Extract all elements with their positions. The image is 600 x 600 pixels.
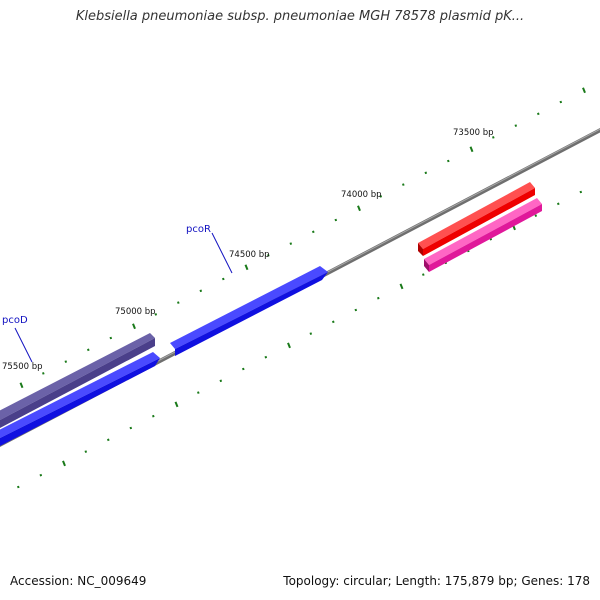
minor-tick (84, 450, 88, 453)
minor-tick (312, 230, 315, 234)
minor-tick (354, 308, 358, 312)
minor-tick (447, 159, 450, 163)
accession-text: Accession: NC_009649 (10, 574, 147, 588)
gene-label-pcoR[interactable]: pcoR (186, 224, 211, 235)
gene-label-pcoD[interactable]: pcoD (2, 315, 28, 326)
pcoR-leader-line (211, 232, 233, 274)
major-tick (357, 205, 361, 212)
minor-tick (534, 214, 538, 217)
inner-tick-track (17, 190, 583, 489)
minor-tick (377, 296, 380, 300)
tick-label: 74500 bp (229, 250, 270, 260)
minor-tick (559, 100, 563, 104)
major-tick (287, 342, 291, 349)
minor-tick (129, 426, 133, 430)
map-title: Klebsiella pneumoniae subsp. pneumoniae … (75, 9, 525, 24)
major-tick (399, 283, 404, 290)
minor-tick (267, 254, 270, 257)
gene-unnamed-reverse-red[interactable] (418, 182, 535, 256)
major-tick (174, 401, 179, 408)
minor-tick (422, 273, 425, 276)
minor-tick (177, 301, 180, 304)
minor-tick (42, 372, 45, 375)
minor-tick (199, 289, 203, 293)
minor-tick (152, 414, 155, 418)
minor-tick (492, 136, 495, 139)
minor-tick (264, 355, 268, 359)
tick-label: 73500 bp (453, 128, 494, 138)
minor-tick (309, 332, 313, 335)
topology-summary: Topology: circular; Length: 175,879 bp; … (283, 574, 590, 588)
tick-label: 75500 bp (2, 362, 43, 372)
major-tick (582, 87, 586, 94)
minor-tick (424, 171, 428, 175)
minor-tick (17, 485, 20, 489)
minor-tick (222, 277, 225, 281)
minor-tick (579, 190, 583, 194)
gene-unnamed-reverse-pink[interactable] (424, 198, 542, 272)
gene-pcoR[interactable] (170, 266, 328, 356)
minor-tick (402, 183, 405, 186)
minor-tick (219, 379, 223, 383)
minor-tick (332, 320, 335, 324)
major-tick (132, 323, 136, 330)
major-tick (62, 460, 66, 467)
major-tick (244, 264, 249, 271)
minor-tick (537, 112, 540, 116)
minor-tick (514, 124, 518, 127)
outer-tick-track: 73500 bp 74000 bp 74500 bp 75000 bp 75500 bp (2, 87, 586, 389)
pcoD-leader-line (14, 327, 33, 363)
minor-tick (379, 195, 383, 198)
minor-tick (334, 218, 338, 222)
gene-pcoD[interactable] (0, 333, 155, 428)
major-tick (469, 146, 474, 153)
tick-label: 74000 bp (341, 190, 382, 200)
minor-tick (87, 348, 90, 352)
minor-tick (109, 336, 113, 340)
minor-tick (64, 360, 68, 363)
tick-label: 75000 bp (115, 307, 156, 317)
major-tick (19, 382, 24, 389)
minor-tick (289, 242, 293, 245)
minor-tick (242, 367, 245, 371)
gene-unnamed-forward[interactable] (0, 352, 160, 446)
minor-tick (39, 473, 43, 477)
minor-tick (557, 202, 560, 206)
minor-tick (197, 391, 200, 394)
minor-tick (107, 438, 110, 442)
minor-tick (154, 313, 158, 316)
